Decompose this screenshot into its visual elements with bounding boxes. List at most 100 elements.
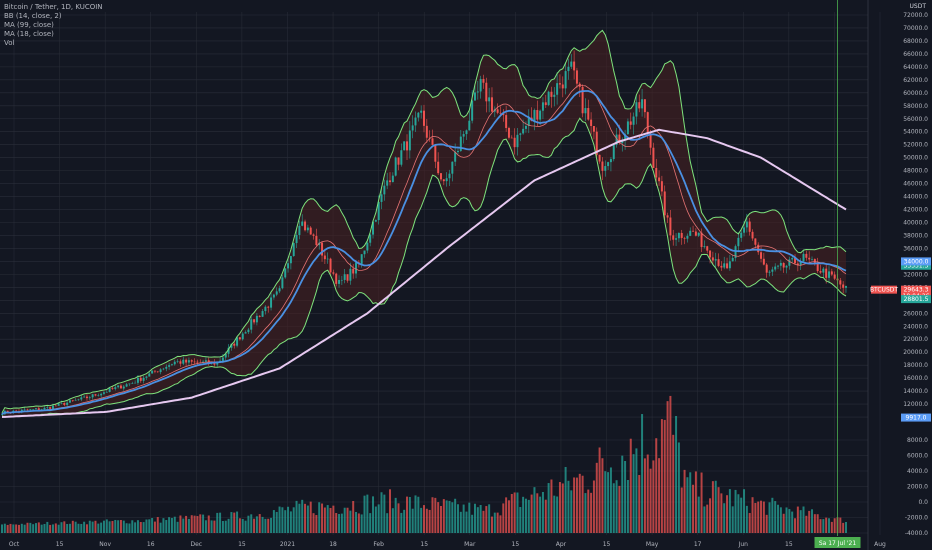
price-tick-label: 24000.0	[903, 323, 928, 330]
candle-body	[825, 268, 828, 278]
candle-body	[505, 115, 508, 128]
candle-body	[632, 116, 635, 125]
candle-body	[510, 137, 513, 139]
price-tick-label: 20000.0	[903, 349, 928, 356]
volume-bar	[131, 520, 134, 533]
volume-bar	[77, 523, 80, 533]
volume-bar	[119, 519, 122, 533]
volume-bar	[471, 514, 474, 533]
candle-body	[49, 407, 52, 409]
candle-body	[720, 265, 723, 268]
time-tick-label: 15	[603, 541, 611, 548]
volume-bar	[423, 505, 425, 533]
candle-body	[592, 126, 595, 132]
volume-bar	[159, 522, 162, 533]
candle-body	[794, 257, 797, 264]
legend-ma99[interactable]: MA (99, close)	[4, 21, 54, 29]
volume-bar	[32, 524, 35, 533]
candle-body	[91, 394, 94, 398]
volume-bar	[692, 484, 695, 533]
volume-bar	[264, 518, 267, 533]
candle-body	[714, 259, 717, 261]
candle-body	[196, 361, 199, 363]
volume-bar	[71, 520, 74, 533]
volume-bar	[434, 497, 437, 533]
bb-basis-line	[1, 84, 847, 415]
volume-bar	[649, 468, 652, 533]
volume-bar	[689, 472, 692, 533]
volume-bar	[822, 519, 825, 533]
candle-body	[618, 134, 621, 144]
candle-body	[389, 180, 392, 183]
volume-bar	[530, 494, 533, 533]
candle-body	[587, 108, 590, 120]
volume-bar	[26, 522, 29, 533]
candle-body	[162, 368, 165, 370]
candle-body	[117, 385, 120, 388]
volume-bar	[318, 502, 321, 533]
volume-tick-label: 4000.0	[907, 468, 928, 475]
volume-bar	[349, 510, 352, 533]
volume-bar	[828, 518, 830, 533]
volume-bar	[745, 505, 748, 533]
candle-body	[728, 261, 731, 269]
volume-bar	[513, 492, 516, 533]
price-tick-label: 36000.0	[903, 245, 928, 252]
candle-body	[575, 70, 578, 84]
candle-body	[397, 157, 400, 165]
volume-bar	[394, 497, 397, 533]
candle-body	[335, 273, 338, 284]
legend-symbol[interactable]: Bitcoin / Tether, 1D, KUCOIN	[4, 3, 103, 11]
volume-bar	[63, 521, 66, 533]
volume-bar	[558, 482, 561, 533]
candle-body	[289, 256, 292, 264]
candle-body	[332, 272, 335, 274]
volume-bar	[380, 492, 383, 533]
volume-tick-label: 0.0	[918, 499, 928, 506]
volume-bar	[550, 479, 553, 533]
candle-body	[267, 306, 270, 308]
candle-body	[309, 227, 312, 235]
time-tick-label: Nov	[99, 541, 111, 548]
candle-body	[451, 161, 454, 174]
candle-body	[805, 253, 808, 258]
candle-body	[15, 410, 18, 412]
legend-ma18[interactable]: MA (18, close)	[4, 30, 54, 38]
candle-body	[743, 227, 746, 233]
volume-bar	[20, 523, 23, 533]
candle-body	[609, 159, 612, 163]
time-tick-label: Dec	[191, 541, 203, 548]
chart-legend: Bitcoin / Tether, 1D, KUCOIN BB (14, clo…	[4, 3, 103, 48]
volume-bar	[18, 524, 20, 533]
legend-bb[interactable]: BB (14, close, 2)	[4, 12, 62, 20]
price-tick-label: 70000.0	[903, 25, 928, 32]
volume-bar	[162, 518, 165, 533]
volume-bar	[544, 499, 547, 533]
price-tick-label: 22000.0	[903, 336, 928, 343]
candle-body	[522, 128, 525, 134]
candle-body	[346, 274, 349, 281]
candle-body	[403, 141, 406, 151]
volume-bar	[726, 495, 729, 533]
volume-bar	[230, 512, 233, 533]
candle-body	[553, 94, 556, 97]
candle-body	[241, 333, 244, 340]
candle-body	[745, 221, 748, 228]
volume-bar	[281, 507, 284, 533]
legend-vol[interactable]: Vol	[4, 39, 15, 47]
price-tick-label: 38000.0	[903, 232, 928, 239]
volume-bar	[762, 501, 765, 533]
volume-bar	[663, 419, 666, 533]
candle-body	[125, 384, 128, 387]
volume-bar	[629, 438, 632, 533]
candle-body	[694, 231, 697, 236]
candle-body	[156, 371, 159, 373]
volume-bar	[414, 495, 417, 533]
price-tag-label: 9917.0	[906, 415, 927, 422]
volume-bar	[182, 518, 185, 533]
candle-body	[420, 110, 423, 113]
volume-bar	[626, 479, 629, 533]
volume-bar	[374, 506, 377, 533]
volume-bar	[406, 496, 408, 533]
